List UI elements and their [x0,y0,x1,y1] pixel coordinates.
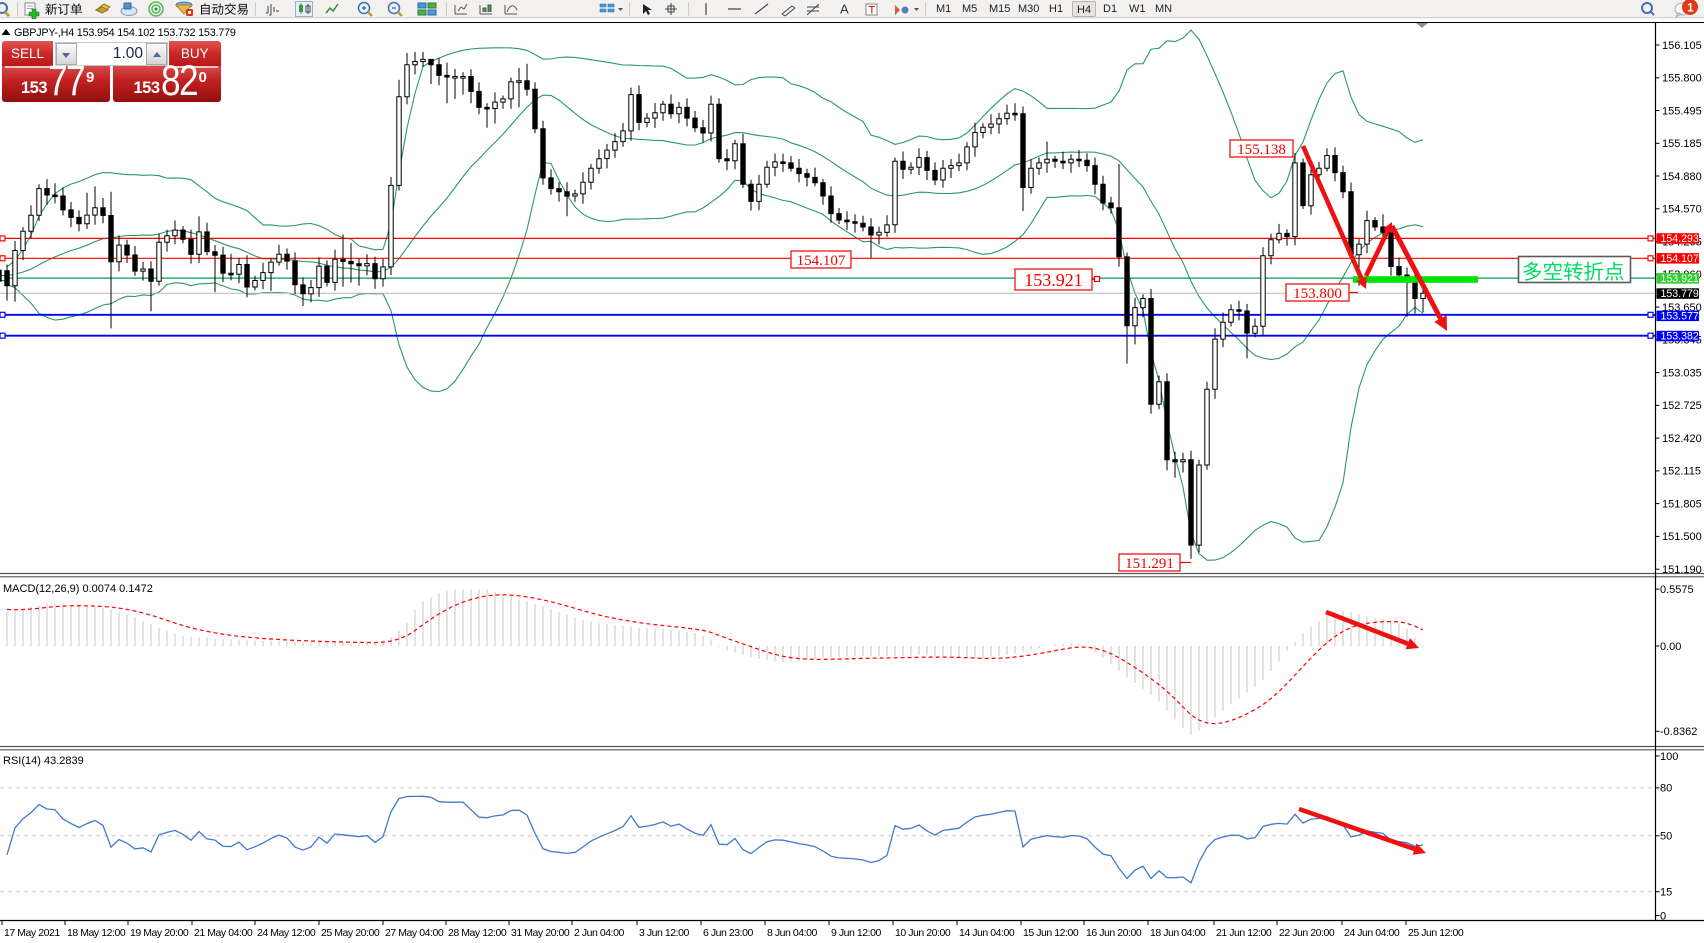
svg-text:155.138: 155.138 [1237,142,1286,158]
svg-text:-0.8362: -0.8362 [1660,726,1697,738]
svg-text:0: 0 [1660,910,1666,922]
svg-text:154.293: 154.293 [1661,233,1699,245]
svg-text:18 Jun 04:00: 18 Jun 04:00 [1150,927,1206,939]
svg-text:18 May 12:00: 18 May 12:00 [67,927,126,939]
svg-text:22 Jun 20:00: 22 Jun 20:00 [1279,927,1335,939]
svg-text:28 May 12:00: 28 May 12:00 [448,927,507,939]
svg-text:1: 1 [1687,1,1694,15]
svg-text:153.800: 153.800 [1293,286,1342,302]
svg-text:0.5575: 0.5575 [1660,584,1694,596]
svg-text:154.570: 154.570 [1662,204,1702,216]
svg-text:156.105: 156.105 [1662,40,1702,52]
svg-text:0.00: 0.00 [1660,641,1681,653]
svg-text:154.107: 154.107 [797,253,846,269]
svg-text:15: 15 [1660,887,1672,899]
svg-text:155.185: 155.185 [1662,138,1702,150]
svg-text:24 Jun 04:00: 24 Jun 04:00 [1344,927,1400,939]
svg-text:MACD(12,26,9) 0.0074 0.1472: MACD(12,26,9) 0.0074 0.1472 [3,583,153,595]
svg-text:153.779: 153.779 [1661,288,1699,300]
svg-text:153.921: 153.921 [1661,273,1699,285]
svg-text:152.115: 152.115 [1662,466,1701,478]
svg-text:8 Jun 04:00: 8 Jun 04:00 [767,927,818,939]
svg-text:15 Jun 12:00: 15 Jun 12:00 [1023,927,1079,939]
svg-text:21 Jun 12:00: 21 Jun 12:00 [1216,927,1272,939]
svg-text:RSI(14) 43.2839: RSI(14) 43.2839 [3,755,84,767]
svg-text:24 May 12:00: 24 May 12:00 [257,927,316,939]
svg-text:155.800: 155.800 [1662,73,1702,85]
svg-text:17 May 2021: 17 May 2021 [4,927,60,939]
svg-text:151.805: 151.805 [1662,498,1702,510]
svg-text:GBPJPY-,H4 153.954 154.102 15: GBPJPY-,H4 153.954 154.102 153.732 153.7… [14,27,236,39]
svg-text:153.921: 153.921 [1024,270,1083,290]
svg-text:25 Jun 12:00: 25 Jun 12:00 [1408,927,1464,939]
svg-text:153.035: 153.035 [1662,367,1702,379]
svg-text:19 May 20:00: 19 May 20:00 [130,927,189,939]
svg-text:6 Jun 23:00: 6 Jun 23:00 [703,927,754,939]
svg-text:16 Jun 20:00: 16 Jun 20:00 [1086,927,1142,939]
svg-text:100: 100 [1660,751,1678,763]
svg-text:154.107: 154.107 [1661,253,1699,265]
svg-text:9 Jun 12:00: 9 Jun 12:00 [831,927,882,939]
svg-text:153.382: 153.382 [1661,331,1699,343]
svg-text:155.495: 155.495 [1662,105,1702,117]
svg-text:50: 50 [1660,831,1672,843]
svg-text:A: A [840,2,849,17]
svg-text:151.190: 151.190 [1662,564,1702,576]
svg-text:2 Jun 04:00: 2 Jun 04:00 [574,927,625,939]
svg-text:152.725: 152.725 [1662,400,1702,412]
svg-text:21 May 04:00: 21 May 04:00 [194,927,253,939]
svg-text:14 Jun 04:00: 14 Jun 04:00 [959,927,1015,939]
svg-text:T: T [869,5,876,17]
svg-text:31 May 20:00: 31 May 20:00 [511,927,570,939]
svg-text:153.577: 153.577 [1661,311,1699,323]
svg-text:10 Jun 20:00: 10 Jun 20:00 [895,927,951,939]
svg-text:27 May 04:00: 27 May 04:00 [385,927,444,939]
svg-text:152.420: 152.420 [1662,433,1702,445]
svg-text:25 May 20:00: 25 May 20:00 [321,927,380,939]
svg-text:154.880: 154.880 [1662,171,1702,183]
svg-text:3 Jun 12:00: 3 Jun 12:00 [639,927,690,939]
svg-text:80: 80 [1660,783,1672,795]
svg-text:151.291: 151.291 [1125,556,1174,572]
svg-text:151.500: 151.500 [1662,531,1702,543]
